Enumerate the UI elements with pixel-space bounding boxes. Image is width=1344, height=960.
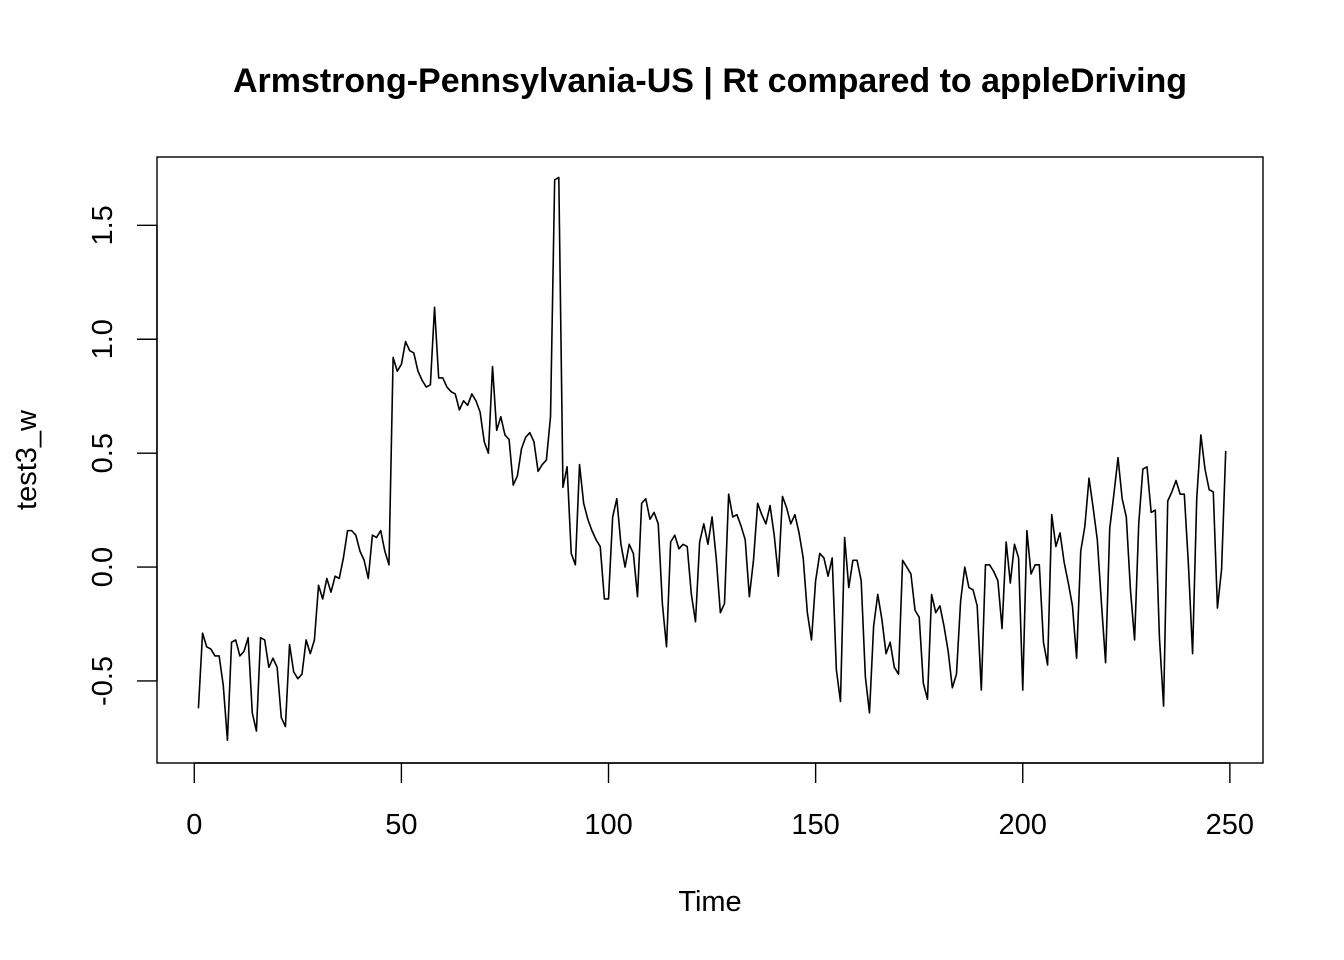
y-tick-label: -0.5 bbox=[87, 656, 119, 706]
x-tick-label: 250 bbox=[1206, 809, 1254, 841]
y-tick-label: 0.5 bbox=[87, 433, 119, 473]
x-tick-label: 50 bbox=[385, 809, 417, 841]
x-tick-label: 200 bbox=[999, 809, 1047, 841]
x-axis-label: Time bbox=[678, 886, 741, 918]
x-tick-label: 150 bbox=[791, 809, 839, 841]
plot-area-border bbox=[156, 156, 1264, 764]
y-tick-label: 1.0 bbox=[87, 319, 119, 359]
x-tick-label: 0 bbox=[186, 809, 202, 841]
y-axis: -0.5 0.0 0.5 1.0 1.5 bbox=[87, 205, 158, 706]
chart-title: Armstrong-Pennsylvania-US | Rt compared … bbox=[233, 62, 1187, 100]
x-axis: 0 50 100 150 200 250 bbox=[186, 762, 1254, 841]
x-tick-label: 100 bbox=[584, 809, 632, 841]
y-tick-label: 1.5 bbox=[87, 205, 119, 245]
series-line bbox=[197, 176, 1227, 742]
y-axis-label: test3_w bbox=[11, 409, 43, 510]
y-tick-label: 0.0 bbox=[87, 547, 119, 587]
